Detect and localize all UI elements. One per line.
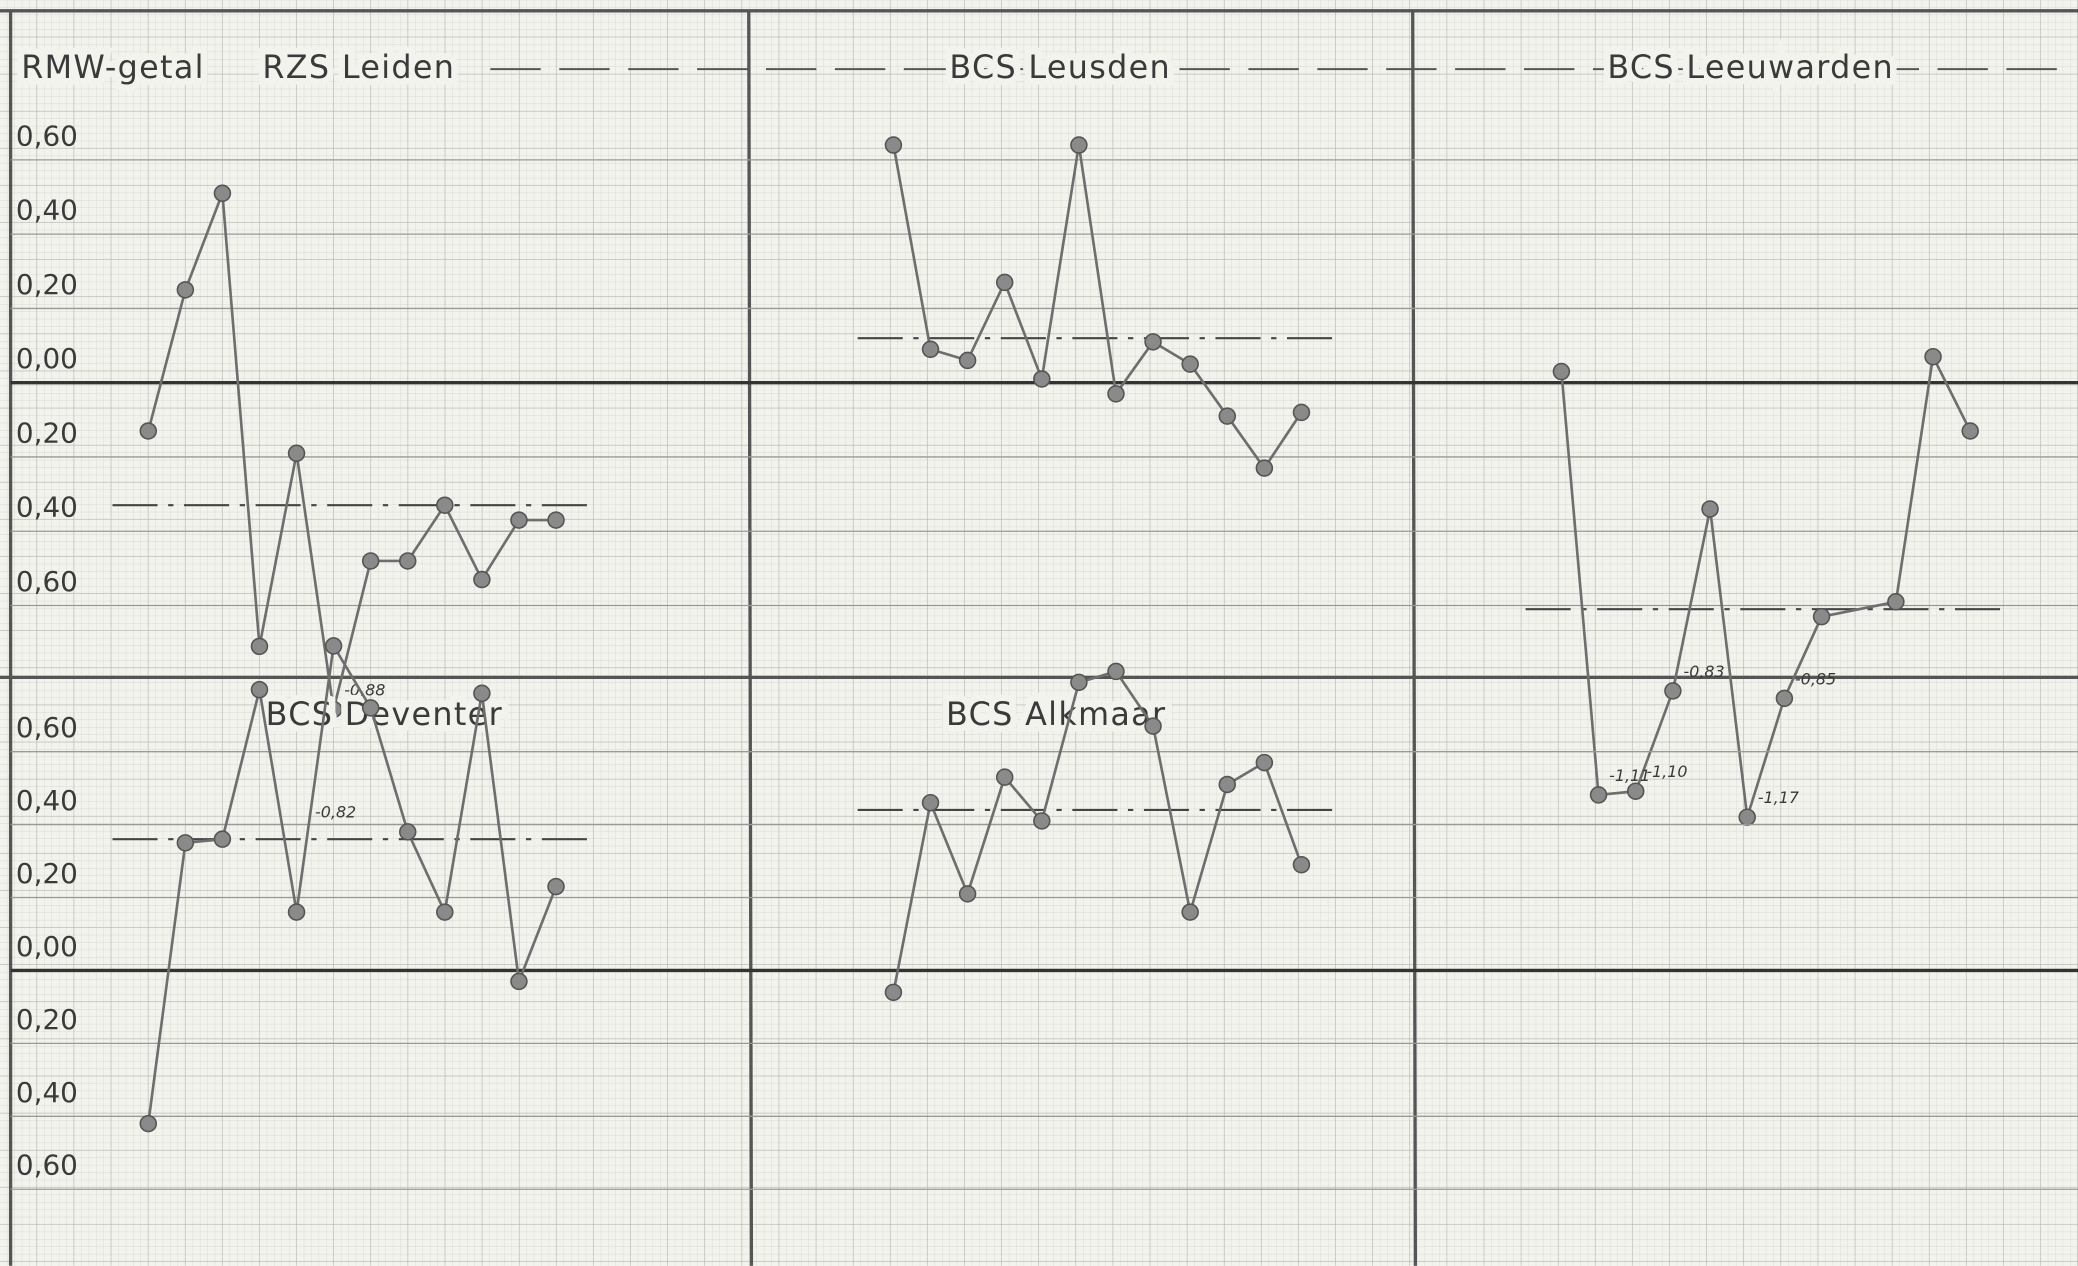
panel-title: BCS Leusden bbox=[949, 49, 1171, 86]
data-point bbox=[1812, 607, 1831, 626]
data-point bbox=[1961, 422, 1979, 440]
panel-title: BCS Alkmaar bbox=[946, 696, 1166, 733]
value-label: -0,83 bbox=[1683, 662, 1724, 681]
data-point bbox=[1589, 786, 1608, 804]
y-tick-label: 0,00 bbox=[16, 930, 78, 963]
data-point bbox=[1701, 500, 1719, 518]
data-point bbox=[921, 793, 940, 812]
data-point bbox=[213, 184, 232, 203]
data-point bbox=[139, 422, 158, 440]
panel-title: RZS Leiden bbox=[262, 49, 455, 86]
data-point bbox=[287, 444, 306, 462]
y-tick-label: 0,20 bbox=[16, 857, 78, 890]
data-point bbox=[1887, 593, 1905, 611]
y-tick-label: 0,40 bbox=[16, 491, 78, 524]
data-point bbox=[1107, 385, 1125, 403]
y-tick-label: 0,20 bbox=[16, 1003, 78, 1036]
data-point bbox=[1033, 370, 1051, 388]
data-point bbox=[1144, 333, 1162, 351]
data-point bbox=[1552, 362, 1571, 381]
data-point bbox=[176, 281, 195, 299]
data-point bbox=[1626, 782, 1645, 800]
data-point bbox=[1181, 355, 1199, 373]
y-tick-label: 0,60 bbox=[16, 1149, 78, 1182]
data-point bbox=[1181, 903, 1199, 921]
plot-area: 0,60 0,40 0,20 0,00 0,20 0,40 0,60 RMW-getal RZS… bbox=[10, 42, 2078, 1190]
data-point bbox=[1255, 459, 1274, 477]
y-tick-label: 0,40 bbox=[16, 784, 78, 817]
data-point bbox=[1738, 808, 1756, 826]
y-tick-label: 0,40 bbox=[16, 1076, 78, 1109]
data-point bbox=[884, 983, 903, 1002]
data-point bbox=[1218, 775, 1237, 794]
panel-title: BCS Leeuwarden bbox=[1607, 49, 1894, 86]
data-point bbox=[1218, 407, 1237, 425]
data-point bbox=[547, 877, 565, 896]
data-point bbox=[1033, 812, 1051, 830]
data-point bbox=[1664, 682, 1682, 700]
series-line bbox=[147, 192, 557, 710]
data-point bbox=[1144, 717, 1162, 735]
data-point bbox=[287, 903, 306, 921]
data-point bbox=[958, 351, 977, 370]
y-tick-label: 0,20 bbox=[16, 268, 78, 301]
y-tick-label: 0,40 bbox=[16, 194, 78, 227]
data-point bbox=[250, 680, 269, 699]
data-point bbox=[398, 823, 417, 841]
data-point bbox=[398, 552, 417, 570]
data-point bbox=[1107, 662, 1125, 681]
data-point bbox=[250, 637, 269, 656]
data-point bbox=[1292, 403, 1311, 422]
y-tick-label: 0,00 bbox=[16, 342, 78, 375]
panel-title: BCS Deventer bbox=[266, 696, 503, 733]
value-label: -1,11 bbox=[1609, 766, 1650, 785]
annotation: -0,82 bbox=[315, 802, 356, 821]
y-tick-label: 0,60 bbox=[16, 565, 78, 598]
data-point bbox=[1292, 855, 1311, 874]
data-point bbox=[213, 830, 232, 848]
data-point bbox=[1070, 673, 1088, 692]
data-point bbox=[473, 684, 491, 703]
data-point bbox=[921, 340, 940, 359]
data-point bbox=[436, 903, 454, 921]
data-point bbox=[510, 972, 528, 991]
data-point bbox=[1924, 347, 1942, 366]
data-point bbox=[995, 768, 1014, 786]
value-label: -0,85 bbox=[1795, 669, 1836, 688]
data-point bbox=[995, 273, 1014, 292]
y-tick-label: 0,60 bbox=[16, 711, 78, 744]
data-point bbox=[361, 552, 380, 570]
data-point bbox=[324, 637, 343, 655]
data-point bbox=[547, 511, 565, 529]
value-label: -1,10 bbox=[1646, 762, 1687, 781]
data-point bbox=[361, 699, 380, 717]
y-axis-label: RMW-getal bbox=[21, 49, 205, 86]
data-point bbox=[510, 511, 528, 529]
value-label: -1,17 bbox=[1758, 788, 1799, 807]
data-point bbox=[884, 136, 903, 154]
y-tick-label: 0,20 bbox=[16, 416, 78, 449]
data-point bbox=[176, 834, 195, 852]
value-label: -0,88 bbox=[344, 680, 385, 699]
data-point bbox=[436, 496, 454, 514]
data-point bbox=[958, 885, 977, 903]
data-point bbox=[1775, 689, 1794, 708]
y-tick-label: 0,60 bbox=[16, 119, 78, 152]
data-point bbox=[473, 570, 491, 589]
data-point bbox=[1070, 136, 1088, 154]
data-point bbox=[139, 1114, 158, 1133]
data-point bbox=[1255, 753, 1274, 772]
